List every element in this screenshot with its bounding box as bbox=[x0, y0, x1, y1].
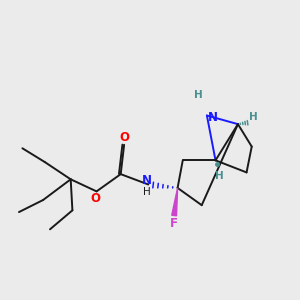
Text: F: F bbox=[169, 217, 177, 230]
Text: O: O bbox=[91, 193, 100, 206]
Text: O: O bbox=[120, 131, 130, 144]
Text: N: N bbox=[142, 174, 152, 187]
Text: N: N bbox=[208, 111, 218, 124]
Polygon shape bbox=[172, 188, 178, 216]
Text: H: H bbox=[194, 90, 203, 100]
Text: H: H bbox=[214, 171, 223, 181]
Text: H: H bbox=[143, 187, 150, 197]
Text: H: H bbox=[249, 112, 258, 122]
